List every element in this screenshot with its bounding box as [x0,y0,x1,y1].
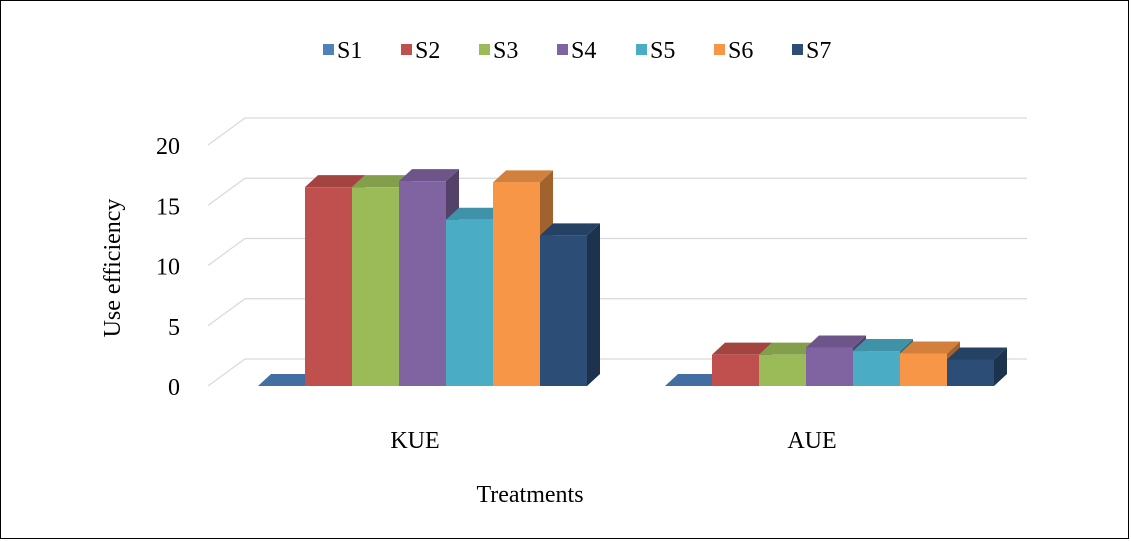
x-tick-label: AUE [787,428,836,454]
bar-top [712,342,772,355]
bar-front [493,182,540,386]
bar-top [853,339,913,352]
legend-item-S6: S6 [714,38,753,64]
y-tick-label: 0 [168,375,180,401]
legend-swatch [401,44,412,55]
bar-front [900,353,947,386]
y-axis-ticks: 0 5 10 15 20 [156,134,180,401]
x-axis-ticks: KUE AUE [390,428,836,454]
bar-front [806,347,853,386]
legend-swatch [557,44,568,55]
legend-item-S2: S2 [401,38,440,64]
bar-front [305,187,352,386]
bar-front [853,351,900,386]
legend-label: S7 [806,38,831,64]
bar-S7-KUE [540,223,600,386]
legend-item-S3: S3 [479,38,518,64]
bar-front [540,235,587,386]
bar-top [493,170,553,183]
bar-top [947,347,1007,360]
legend-label: S6 [728,38,753,64]
legend-item-S5: S5 [636,38,675,64]
legend-swatch [792,44,803,55]
bar-top [900,341,960,354]
bar-front [712,354,759,386]
y-axis-label: Use efficiency [100,199,126,338]
legend-label: S2 [415,38,440,64]
bar-top [258,374,318,386]
bar-top [806,335,866,348]
bar-top [399,169,459,182]
legend-swatch [636,44,647,55]
legend-swatch [714,44,725,55]
bar-front [947,359,994,386]
y-tick-label: 15 [156,194,180,220]
legend-label: S3 [493,38,518,64]
legend-item-S1: S1 [323,38,362,64]
bar-top [665,374,725,386]
y-tick-label: 5 [168,315,180,341]
gridline [207,117,1027,146]
bar-front [446,219,493,386]
legend-item-S7: S7 [792,38,831,64]
gridline [207,237,1027,266]
bar-side [587,223,600,386]
bar-top [759,342,819,355]
legend-item-S4: S4 [557,38,596,64]
legend: S1 S2 S3 S4 S5 S6 S7 [323,38,831,64]
x-tick-label: KUE [390,428,439,454]
bar-S7-AUE [947,347,1007,386]
legend-label: S4 [571,38,596,64]
bars [258,169,1007,386]
x-axis-label: Treatments [476,482,583,508]
bar-S1-AUE [665,374,725,386]
bar-top [305,175,365,188]
legend-swatch [323,44,334,55]
bar-front [759,354,806,386]
gridline [207,298,1027,327]
bar-top [446,207,506,220]
bar-S1-KUE [258,374,318,386]
y-tick-label: 10 [156,255,180,281]
legend-label: S1 [337,38,362,64]
bar-front [399,181,446,386]
bar-top [352,175,412,188]
bar-front [352,187,399,386]
y-tick-label: 20 [156,134,180,160]
legend-label: S5 [650,38,675,64]
bar-top [540,223,600,236]
legend-swatch [479,44,490,55]
gridline [207,177,1027,206]
bar-side [994,347,1007,386]
